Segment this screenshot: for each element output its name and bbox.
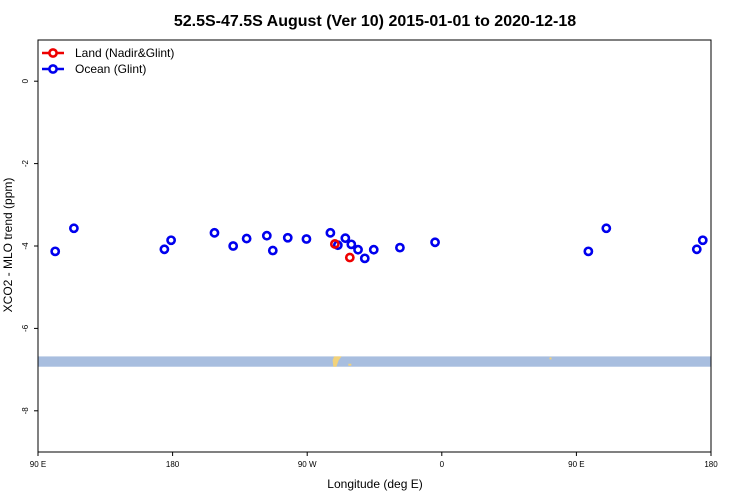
- x-tick-label: 90 E: [568, 460, 584, 469]
- data-point: [340, 233, 351, 244]
- y-tick-label: -6: [21, 324, 30, 332]
- legend-label: Ocean (Glint): [75, 62, 146, 76]
- y-tick-label: 0: [21, 78, 30, 83]
- data-points: [50, 223, 708, 264]
- x-tick-label: 0: [440, 460, 445, 469]
- data-point: [691, 244, 702, 255]
- legend-marker: [48, 64, 58, 74]
- legend-label: Land (Nadir&Glint): [75, 46, 174, 60]
- x-tick-label: 90 E: [30, 460, 46, 469]
- data-point: [395, 242, 405, 253]
- axis-ticks: 90 E 180 90 W 0 90 E 180 0 -2 -4 -6 -8: [21, 78, 718, 469]
- data-point: [301, 234, 312, 244]
- legend: Land (Nadir&Glint) Ocean (Glint): [42, 46, 174, 76]
- x-axis-label: Longitude (deg E): [327, 477, 422, 491]
- data-point: [344, 252, 355, 263]
- data-point: [346, 239, 357, 250]
- plot-frame: [37, 39, 712, 453]
- x-tick-label: 180: [704, 460, 718, 469]
- x-tick-label: 180: [166, 460, 180, 469]
- legend-marker: [48, 48, 58, 58]
- data-point: [209, 227, 220, 238]
- data-point: [241, 233, 252, 244]
- x-tick-label: 90 W: [298, 460, 317, 469]
- data-point: [601, 223, 612, 234]
- map-land-islands: [549, 357, 552, 360]
- chart-title: 52.5S-47.5S August (Ver 10) 2015-01-01 t…: [174, 13, 576, 30]
- data-point: [228, 241, 239, 251]
- data-point: [159, 244, 170, 255]
- y-axis-label: XCO2 - MLO trend (ppm): [1, 178, 15, 313]
- map-land-south-america: [332, 356, 342, 367]
- data-point: [50, 246, 61, 257]
- data-point: [325, 227, 336, 238]
- data-point: [166, 235, 177, 246]
- map-ocean-band: [38, 356, 711, 367]
- data-point: [267, 245, 278, 256]
- data-point: [329, 239, 340, 249]
- data-point: [68, 223, 79, 234]
- data-point: [261, 230, 272, 241]
- data-point: [430, 237, 440, 248]
- data-point: [583, 246, 594, 257]
- world-map-strip: [38, 356, 711, 367]
- data-point: [359, 253, 370, 264]
- data-point: [368, 244, 379, 255]
- map-land-falklands: [348, 363, 352, 366]
- data-point: [282, 232, 293, 243]
- data-point: [353, 244, 363, 255]
- data-point: [697, 235, 708, 246]
- y-tick-label: -8: [21, 407, 30, 415]
- y-tick-label: -2: [21, 159, 30, 167]
- y-tick-label: -4: [21, 242, 30, 250]
